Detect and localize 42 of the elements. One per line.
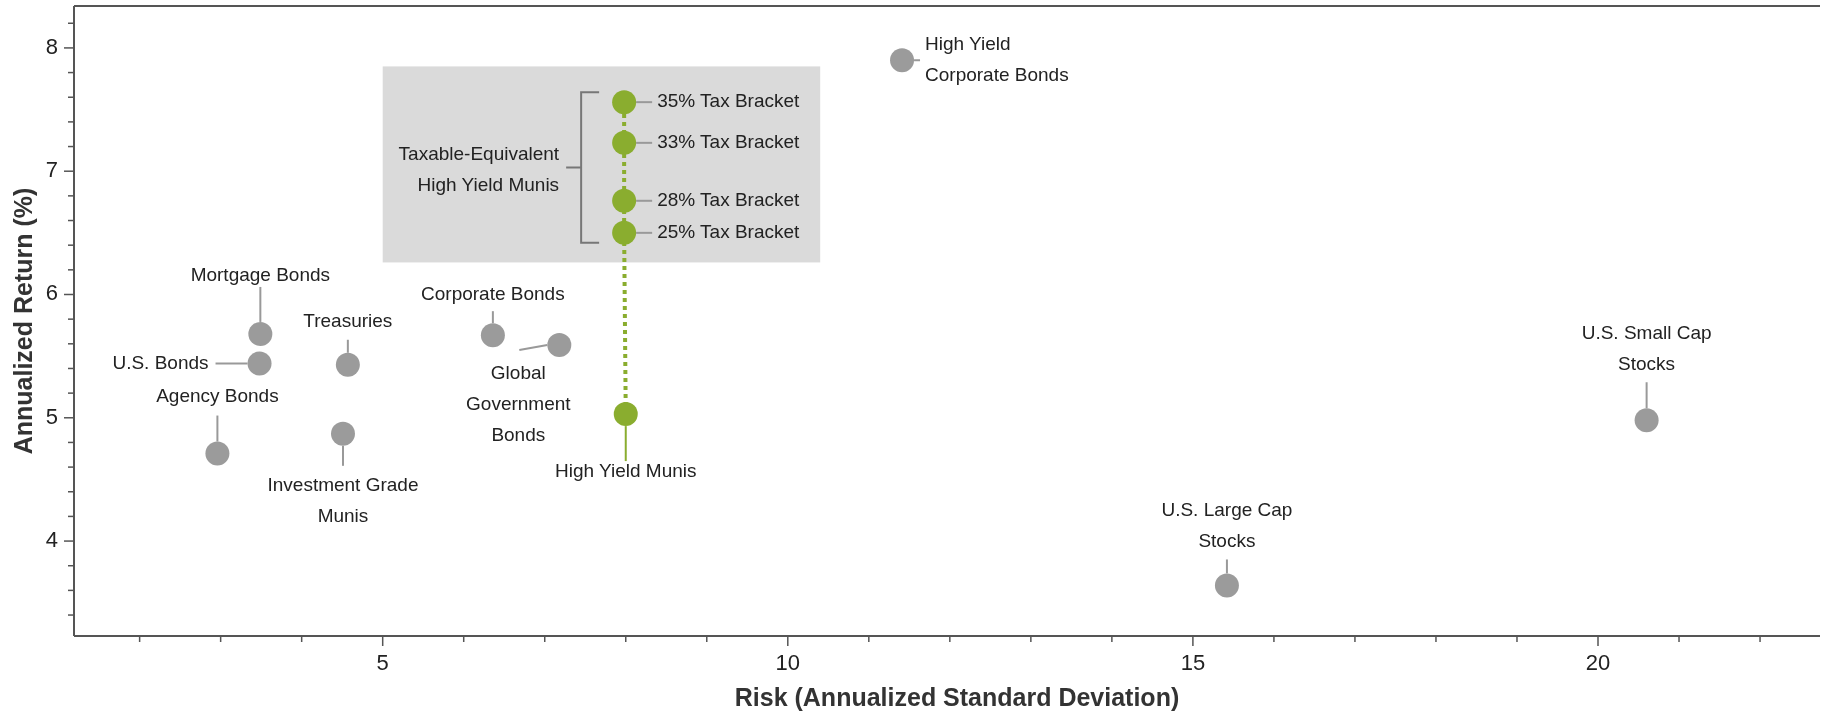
point bbox=[335, 352, 360, 377]
x-tick-label: 15 bbox=[1180, 650, 1206, 675]
annotation: Taxable-Equivalent High Yield Munis bbox=[398, 142, 560, 195]
annotation: 35% Tax Bracket bbox=[657, 90, 801, 112]
y-tick-label: 6 bbox=[45, 280, 58, 306]
x-tick-label: 5 bbox=[376, 650, 389, 675]
point bbox=[612, 90, 637, 115]
x-tick-label: 20 bbox=[1585, 650, 1611, 675]
point bbox=[205, 441, 230, 466]
point bbox=[547, 333, 572, 358]
point bbox=[330, 421, 355, 446]
annotation: Mortgage Bonds bbox=[190, 263, 331, 285]
point bbox=[247, 351, 272, 376]
point bbox=[612, 188, 637, 213]
point bbox=[480, 323, 505, 348]
annotation: Corporate Bonds bbox=[421, 283, 565, 305]
point bbox=[613, 402, 638, 427]
annotation: High Yield Corporate Bonds bbox=[925, 33, 1069, 86]
x-axis-title: Risk (Annualized Standard Deviation) bbox=[734, 683, 1180, 711]
annotation: 28% Tax Bracket bbox=[657, 188, 801, 210]
point bbox=[1634, 408, 1659, 433]
x-tick-label: 10 bbox=[775, 650, 801, 675]
annotation: U.S. Small Cap Stocks bbox=[1581, 322, 1712, 375]
y-tick-label: 8 bbox=[45, 33, 58, 59]
annotation: High Yield Munis bbox=[554, 460, 697, 482]
annotation: 33% Tax Bracket bbox=[657, 130, 801, 152]
annotation: Treasuries bbox=[303, 309, 393, 331]
point bbox=[1214, 573, 1239, 598]
y-tick-label: 7 bbox=[45, 157, 58, 183]
annotation: Agency Bonds bbox=[156, 384, 279, 406]
annotation: Global Government Bonds bbox=[466, 362, 572, 446]
point bbox=[612, 220, 637, 245]
y-tick-label: 4 bbox=[45, 526, 58, 552]
annotation: U.S. Large Cap Stocks bbox=[1161, 499, 1293, 552]
y-axis-title: Annualized Return (%) bbox=[9, 187, 37, 455]
y-tick-label: 5 bbox=[45, 403, 58, 429]
annotation: 25% Tax Bracket bbox=[657, 220, 801, 242]
annotation: U.S. Bonds bbox=[112, 351, 209, 373]
point bbox=[890, 48, 915, 73]
point bbox=[248, 321, 273, 346]
point bbox=[612, 130, 637, 155]
annotation: Investment Grade Munis bbox=[267, 473, 419, 526]
